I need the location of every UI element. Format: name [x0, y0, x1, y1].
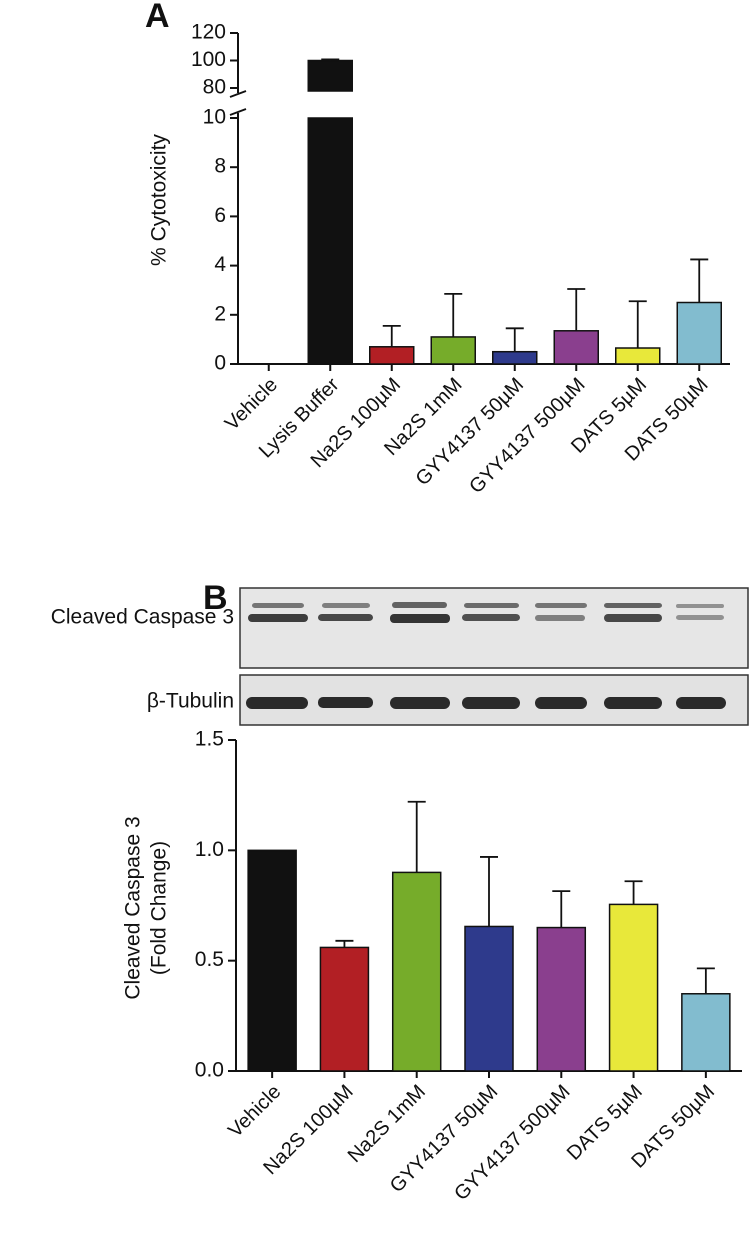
x-tick-label: GYY4137 50µM [412, 374, 528, 490]
y-tick-label: 4 [214, 253, 226, 276]
y-tick-label: 100 [191, 48, 226, 71]
y-tick-label: 1.0 [195, 838, 224, 861]
y-tick-label: 120 [191, 21, 226, 44]
western-blot [239, 587, 749, 726]
bar [391, 871, 442, 1072]
bar [608, 903, 659, 1072]
bar [615, 347, 661, 365]
y-axis-label: Cleaved Caspase 3 [122, 816, 145, 999]
bar [681, 993, 731, 1072]
x-tick-label: GYY4137 500µM [465, 374, 589, 498]
error-bar [696, 967, 715, 994]
x-tick-label: Vehicle [221, 374, 282, 435]
y-tick-label: 2 [214, 302, 226, 325]
y-tick-label: 0 [214, 352, 226, 375]
error-bar [505, 327, 524, 352]
bar [369, 346, 415, 365]
y-tick-label: 6 [214, 204, 226, 227]
bar [319, 946, 370, 1072]
error-bar [552, 890, 571, 928]
panel-letter: B [203, 579, 228, 617]
error-bar [407, 800, 426, 873]
y-tick-label: 0.0 [195, 1059, 224, 1082]
axis-break [229, 90, 247, 98]
blot-label: Cleaved Caspase 3 [51, 606, 234, 629]
error-bar [480, 856, 498, 927]
bar [492, 350, 538, 365]
error-bar [444, 292, 463, 337]
bar [247, 849, 297, 1072]
error-bar [335, 939, 354, 948]
error-bar [567, 288, 586, 331]
y-axis-label: (Fold Change) [148, 841, 171, 975]
panel-letter: A [145, 0, 170, 35]
bar [307, 117, 353, 365]
bar [464, 925, 514, 1072]
y-tick-label: 0.5 [195, 948, 224, 971]
bar [676, 301, 722, 365]
error-bar [690, 258, 709, 303]
y-tick-label: 1.5 [195, 728, 224, 751]
error-bar [382, 324, 401, 347]
y-tick-label: 80 [203, 76, 226, 99]
error-bar [628, 300, 647, 349]
error-bar [624, 880, 643, 905]
x-tick-label: Vehicle [224, 1081, 285, 1142]
bar [536, 926, 587, 1072]
error-bar [321, 58, 340, 61]
bar [307, 59, 353, 92]
blot-label: β-Tubulin [147, 690, 234, 713]
y-tick-label: 8 [214, 155, 226, 178]
bar [430, 336, 476, 365]
y-axis-label: % Cytotoxicity [148, 134, 171, 266]
axis-break [229, 108, 247, 116]
bar [553, 330, 599, 365]
y-tick-label: 10 [203, 106, 226, 129]
